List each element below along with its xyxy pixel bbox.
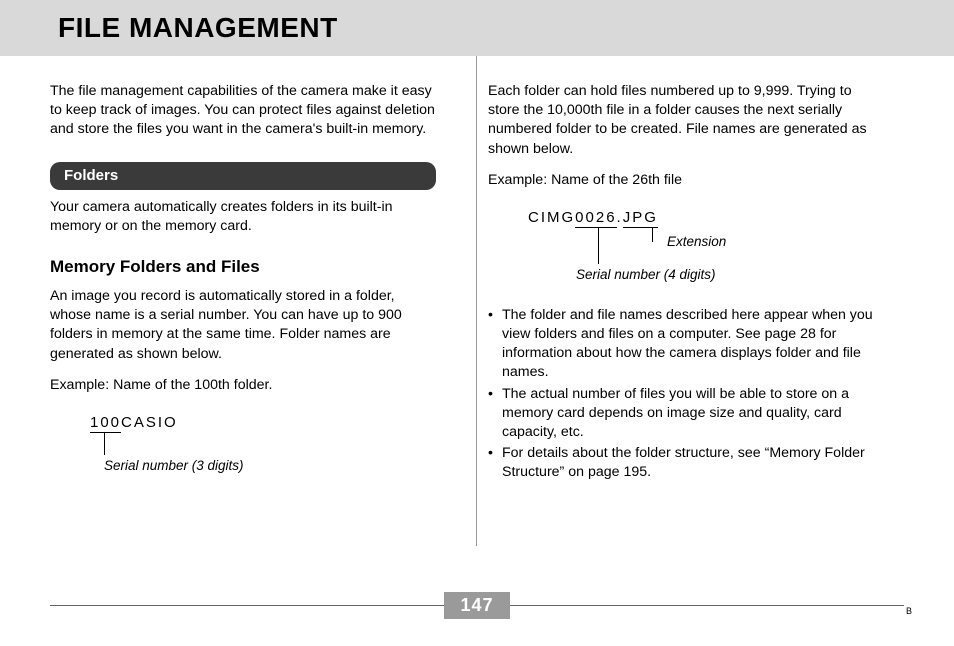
footer-line-left xyxy=(50,605,444,606)
bullet-text: The folder and file names described here… xyxy=(502,306,874,383)
right-column: Each folder can hold files numbered up t… xyxy=(462,82,874,484)
file-name-text: CIMG0026.JPG xyxy=(528,209,658,228)
file-example-label: Example: Name of the 26th file xyxy=(488,171,874,190)
callout-line-ext xyxy=(652,228,653,242)
bullet-text: For details about the folder structure, … xyxy=(502,444,874,482)
file-serial: 0026 xyxy=(575,209,616,228)
page-number: 147 xyxy=(444,592,509,619)
section-heading-folders: Folders xyxy=(50,162,436,190)
memory-text: An image you record is automatically sto… xyxy=(50,287,436,364)
corner-mark: B xyxy=(906,606,912,616)
header-bar: FILE MANAGEMENT xyxy=(0,0,954,56)
subheading-memory: Memory Folders and Files xyxy=(50,256,436,279)
folder-name-diagram: 100CASIO Serial number (3 digits) xyxy=(90,413,436,473)
folder-name-text: 100CASIO xyxy=(90,414,178,433)
folders-text: Your camera automatically creates folder… xyxy=(50,198,436,236)
list-item: • The actual number of files you will be… xyxy=(488,385,874,443)
bullet-icon: • xyxy=(488,385,502,443)
file-prefix: CIMG xyxy=(528,209,575,226)
list-item: • The folder and file names described he… xyxy=(488,306,874,383)
folder-suffix: CASIO xyxy=(121,414,178,431)
page-number-bar: 147 xyxy=(50,592,904,618)
file-ext-caption: Extension xyxy=(667,233,726,251)
folder-example-label: Example: Name of the 100th folder. xyxy=(50,376,436,395)
callout-line xyxy=(104,433,105,455)
file-dot: . xyxy=(617,209,623,226)
folder-serial-caption: Serial number (3 digits) xyxy=(104,457,244,475)
file-serial-caption: Serial number (4 digits) xyxy=(576,266,716,284)
column-divider xyxy=(476,56,477,546)
left-column: The file management capabilities of the … xyxy=(50,82,462,484)
right-intro: Each folder can hold files numbered up t… xyxy=(488,82,874,159)
bullet-list: • The folder and file names described he… xyxy=(488,306,874,483)
file-ext: JPG xyxy=(623,209,658,228)
file-name-diagram: CIMG0026.JPG Extension Serial number (4 … xyxy=(528,208,874,288)
folder-serial: 100 xyxy=(90,414,121,433)
callout-line-serial xyxy=(598,228,599,264)
list-item: • For details about the folder structure… xyxy=(488,444,874,482)
intro-text: The file management capabilities of the … xyxy=(50,82,436,140)
bullet-text: The actual number of files you will be a… xyxy=(502,385,874,443)
bullet-icon: • xyxy=(488,444,502,482)
page-title: FILE MANAGEMENT xyxy=(58,12,338,44)
footer-line-right xyxy=(510,605,904,606)
bullet-icon: • xyxy=(488,306,502,383)
content-area: The file management capabilities of the … xyxy=(0,56,954,484)
